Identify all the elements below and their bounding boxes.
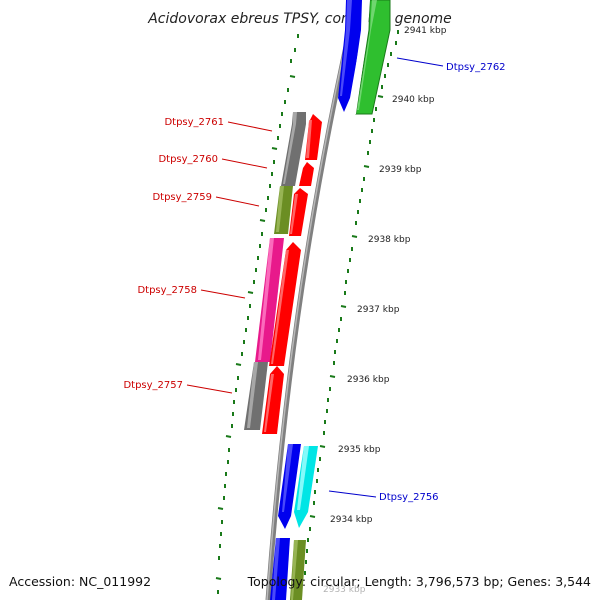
outer-tick-ring bbox=[304, 30, 399, 575]
plus-strand-genes bbox=[270, 0, 391, 600]
gene-label[interactable]: Dtpsy_2756 bbox=[379, 492, 439, 503]
kbp-label: 2936 kbp bbox=[347, 375, 390, 385]
kbp-label: 2933 kbp bbox=[323, 585, 366, 595]
map-title: Acidovorax ebreus TPSY, complete genome bbox=[147, 11, 452, 27]
kbp-label: 2934 kbp bbox=[330, 515, 373, 525]
gene-label[interactable]: Dtpsy_2759 bbox=[152, 192, 212, 203]
kbp-label: 2935 kbp bbox=[338, 445, 381, 455]
topology-text: Topology: circular; Length: 3,796,573 bp… bbox=[247, 574, 591, 589]
gene-red-3[interactable] bbox=[289, 188, 308, 236]
kbp-label: 2939 kbp bbox=[379, 165, 422, 175]
gene-label[interactable]: Dtpsy_2760 bbox=[158, 154, 218, 165]
minus-strand-genes bbox=[244, 112, 322, 434]
gene-red-2[interactable] bbox=[299, 162, 314, 186]
kbp-label: 2938 kbp bbox=[368, 235, 411, 245]
gene-label[interactable]: Dtpsy_2757 bbox=[123, 380, 183, 391]
gene-label[interactable]: Dtpsy_2762 bbox=[446, 62, 506, 73]
kbp-label: 2940 kbp bbox=[392, 95, 435, 105]
kbp-label: 2941 kbp bbox=[404, 26, 447, 36]
accession-text: Accession: NC_011992 bbox=[9, 574, 151, 589]
gene-label[interactable]: Dtpsy_2761 bbox=[164, 117, 224, 128]
gene-label[interactable]: Dtpsy_2758 bbox=[137, 285, 197, 296]
gene-top-blue[interactable] bbox=[338, 0, 362, 112]
inner-tick-ring bbox=[215, 34, 299, 594]
gene-dtpsy-2762[interactable] bbox=[355, 0, 391, 115]
kbp-labels: 2941 kbp 2940 kbp 2939 kbp 2938 kbp 2937… bbox=[323, 26, 447, 595]
left-gene-labels: Dtpsy_2761 Dtpsy_2760 Dtpsy_2759 Dtpsy_2… bbox=[123, 117, 273, 394]
kbp-label: 2937 kbp bbox=[357, 305, 400, 315]
right-gene-labels: Dtpsy_2762 Dtpsy_2756 bbox=[328, 57, 506, 503]
